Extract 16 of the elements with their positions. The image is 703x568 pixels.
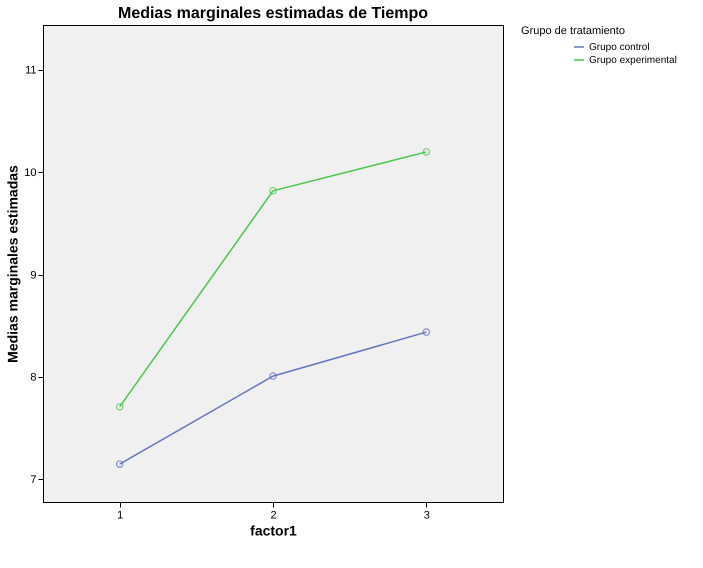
x-axis-title: factor1 — [250, 522, 298, 538]
legend-label: Grupo control — [589, 42, 650, 53]
y-axis-title: Medias marginales estimadas — [4, 164, 20, 363]
y-tick-label: 8 — [30, 372, 36, 384]
chart-title: Medias marginales estimadas de Tiempo — [118, 5, 428, 22]
y-tick-label: 9 — [30, 269, 36, 282]
y-tick-label: 10 — [24, 166, 36, 179]
point — [269, 372, 277, 380]
legend-label: Grupo experimental — [589, 55, 677, 66]
x-tick-label: 3 — [424, 510, 430, 522]
y-tick-label: 7 — [30, 474, 36, 486]
x-tick-label: 1 — [117, 510, 124, 522]
legend-title: Grupo de tratamiento — [521, 25, 625, 37]
point — [269, 187, 277, 195]
y-tick-label: 11 — [25, 64, 36, 77]
x-tick-label: 2 — [270, 510, 277, 522]
